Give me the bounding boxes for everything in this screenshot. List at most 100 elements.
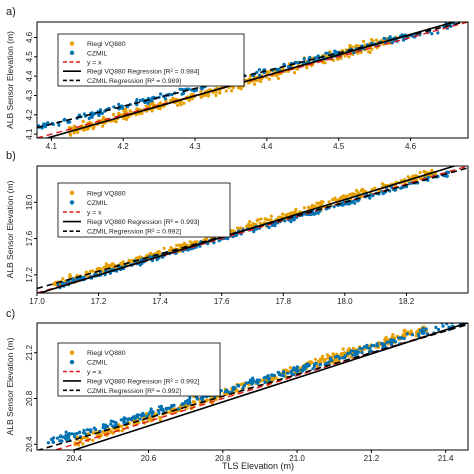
data-point	[156, 409, 161, 413]
data-point	[98, 108, 103, 112]
data-point	[305, 66, 309, 70]
data-point	[128, 417, 132, 421]
data-point	[284, 368, 288, 372]
data-point	[147, 412, 151, 416]
data-point	[52, 281, 57, 285]
data-point	[325, 353, 329, 357]
data-point	[75, 431, 79, 436]
data-point	[289, 211, 293, 215]
legend-label: CZMIL Regression [R² = 0.992]	[87, 229, 181, 236]
data-point	[76, 130, 80, 134]
data-point	[150, 259, 155, 263]
data-point	[324, 51, 328, 55]
data-point	[344, 194, 348, 198]
y-tick-label: 4.1	[25, 128, 34, 140]
y-tick-label: 17.6	[25, 230, 34, 246]
data-point	[380, 342, 384, 346]
y-axis-label: ALB Sensor Elevation (m)	[5, 337, 15, 435]
data-point	[301, 364, 306, 368]
data-point	[430, 32, 434, 36]
line	[37, 22, 467, 129]
data-point	[375, 342, 379, 346]
data-point	[301, 369, 305, 373]
data-point	[68, 132, 72, 136]
data-point	[332, 358, 337, 362]
x-axis-label: TLS Elevation (m)	[222, 461, 294, 471]
data-point	[436, 327, 441, 332]
data-point	[187, 98, 191, 102]
data-point	[267, 225, 271, 230]
data-point	[95, 267, 99, 271]
data-point	[104, 262, 108, 266]
x-tick-label: 4.3	[189, 142, 201, 151]
data-point	[354, 188, 359, 193]
legend-label: Riegl VQ880	[87, 41, 126, 48]
panel-label: b)	[6, 150, 16, 162]
data-point	[446, 170, 451, 174]
data-point	[132, 415, 136, 419]
data-point	[136, 413, 140, 417]
y-tick-label: 4.3	[25, 89, 34, 101]
data-point	[257, 68, 261, 72]
data-point	[55, 436, 60, 440]
data-point	[81, 119, 85, 124]
data-point	[313, 357, 317, 361]
data-point	[190, 97, 194, 101]
data-point	[46, 441, 51, 445]
data-point	[170, 404, 174, 408]
data-point	[295, 365, 299, 369]
data-point	[218, 91, 222, 95]
data-point	[178, 87, 182, 91]
data-point	[92, 125, 96, 129]
data-point	[188, 400, 192, 404]
data-point	[235, 233, 239, 237]
data-point	[403, 328, 407, 332]
data-point	[61, 435, 65, 439]
data-point	[343, 351, 347, 355]
data-point	[236, 86, 241, 90]
data-point	[112, 112, 116, 117]
data-point	[183, 242, 187, 246]
data-point	[258, 73, 262, 77]
x-tick-label: 4.5	[333, 142, 345, 151]
data-point	[302, 206, 306, 210]
data-point	[318, 363, 322, 367]
data-point	[256, 381, 260, 385]
data-point	[303, 367, 307, 371]
data-point	[362, 345, 366, 349]
data-point	[214, 90, 218, 94]
data-point	[416, 332, 421, 336]
data-point	[214, 93, 218, 97]
line	[37, 167, 468, 290]
legend-marker	[69, 41, 75, 46]
data-point	[275, 68, 279, 72]
data-point	[150, 99, 154, 103]
data-point	[200, 87, 204, 91]
data-point	[101, 423, 105, 427]
data-point	[153, 412, 157, 416]
data-point	[181, 402, 185, 406]
data-point	[292, 372, 296, 377]
data-point	[62, 118, 66, 122]
data-point	[352, 192, 356, 196]
legend-label: Riegl VQ880	[87, 190, 126, 197]
data-point	[170, 93, 174, 97]
data-point	[331, 352, 335, 356]
data-point	[114, 423, 118, 427]
legend-marker	[69, 200, 75, 205]
data-point	[327, 200, 331, 204]
panel-3: c) ALB Sensor Elevation (m) 20.4 20.6 20.8 21…	[5, 308, 469, 463]
y-tick-label: 20.4	[25, 436, 34, 452]
data-point	[248, 220, 252, 224]
data-point	[158, 107, 162, 111]
data-point	[320, 200, 324, 204]
data-point	[391, 334, 395, 338]
data-point	[86, 127, 90, 131]
panel-2: b) ALB Sensor Elevation (m) 17.0 17.2 17.4 17…	[5, 150, 469, 306]
data-point	[458, 318, 461, 321]
data-point	[461, 318, 464, 321]
y-tick-label: 4.2	[25, 109, 34, 121]
data-point	[347, 202, 351, 206]
data-point	[341, 194, 345, 198]
data-point	[103, 426, 107, 430]
